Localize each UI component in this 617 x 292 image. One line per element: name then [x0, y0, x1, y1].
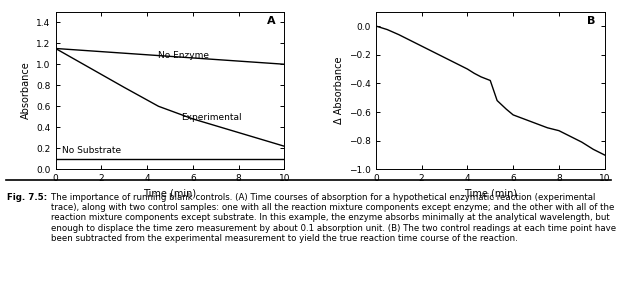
Text: No Substrate: No Substrate	[62, 147, 122, 155]
Text: Experimental: Experimental	[181, 113, 242, 122]
Text: The importance of running blank controls. (A) Time courses of absorption for a h: The importance of running blank controls…	[51, 193, 616, 243]
Text: A: A	[267, 16, 275, 26]
Y-axis label: Δ Absorbance: Δ Absorbance	[334, 57, 344, 124]
X-axis label: Time (min): Time (min)	[143, 189, 196, 199]
Y-axis label: Absorbance: Absorbance	[21, 62, 31, 119]
Text: No Enzyme: No Enzyme	[159, 51, 210, 60]
X-axis label: Time (min): Time (min)	[464, 189, 517, 199]
Text: B: B	[587, 16, 595, 26]
Text: Fig. 7.5:: Fig. 7.5:	[7, 193, 48, 201]
